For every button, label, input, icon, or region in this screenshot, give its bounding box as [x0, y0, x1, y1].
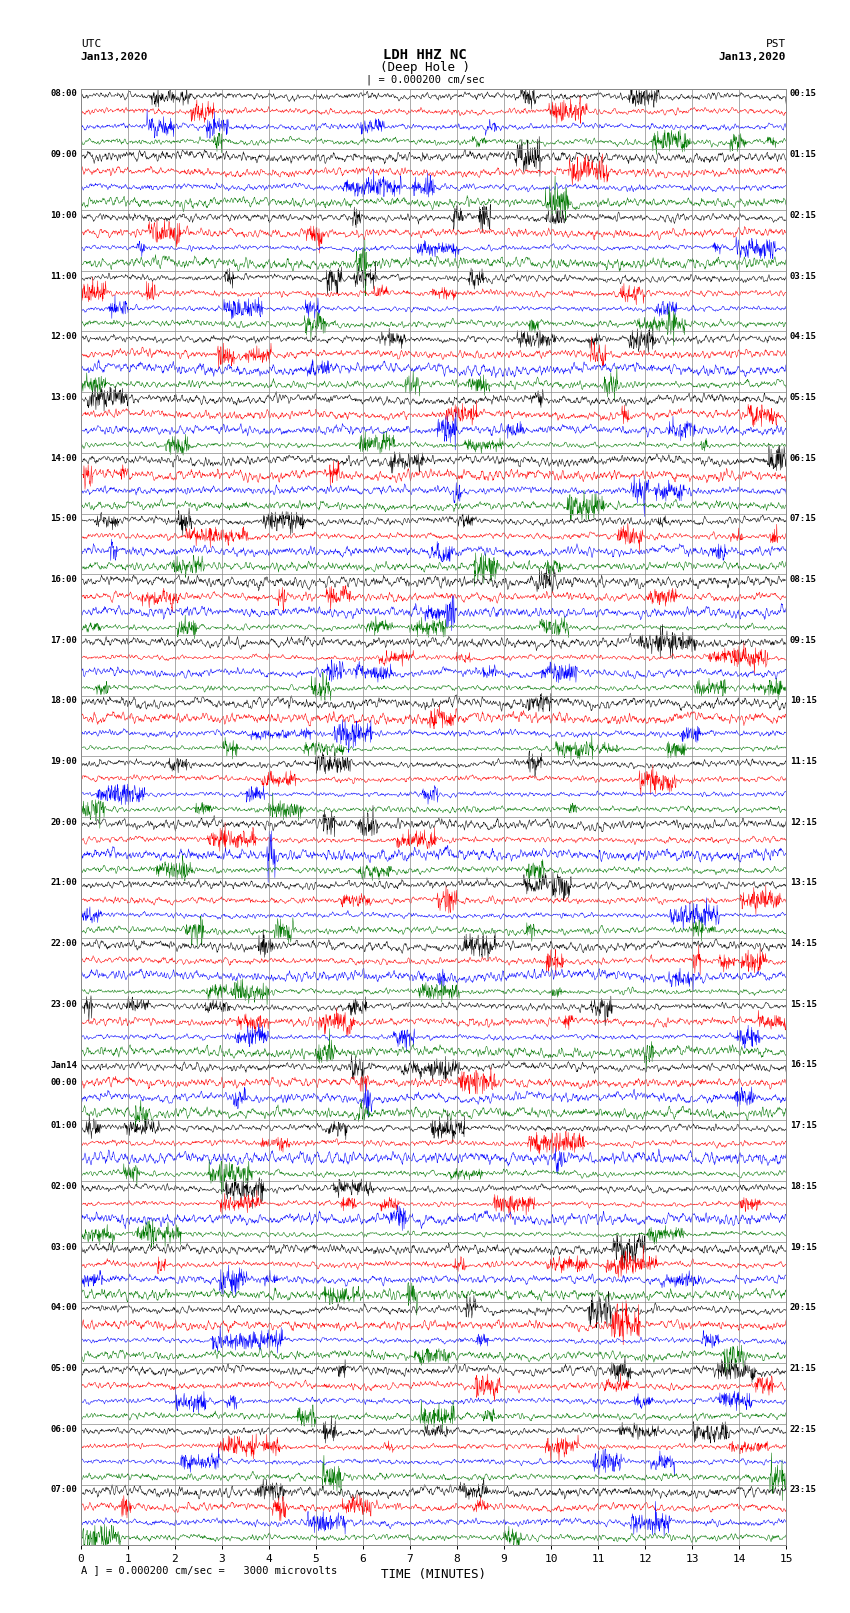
Text: 19:15: 19:15	[790, 1242, 817, 1252]
Text: 10:00: 10:00	[50, 211, 77, 219]
Text: 20:00: 20:00	[50, 818, 77, 827]
Text: 04:15: 04:15	[790, 332, 817, 342]
Text: 10:15: 10:15	[790, 697, 817, 705]
Text: 00:00: 00:00	[50, 1077, 77, 1087]
Text: 00:15: 00:15	[790, 89, 817, 98]
Text: 15:00: 15:00	[50, 515, 77, 523]
Text: 19:00: 19:00	[50, 756, 77, 766]
Text: Jan14: Jan14	[50, 1061, 77, 1071]
Text: 01:00: 01:00	[50, 1121, 77, 1131]
Text: 21:00: 21:00	[50, 879, 77, 887]
Text: 02:15: 02:15	[790, 211, 817, 219]
Text: Jan13,2020: Jan13,2020	[81, 52, 148, 61]
Text: 22:15: 22:15	[790, 1424, 817, 1434]
Text: 16:15: 16:15	[790, 1060, 817, 1069]
Text: 22:00: 22:00	[50, 939, 77, 948]
Text: 09:15: 09:15	[790, 636, 817, 645]
Text: 23:00: 23:00	[50, 1000, 77, 1008]
Text: 12:15: 12:15	[790, 818, 817, 827]
Text: (Deep Hole ): (Deep Hole )	[380, 61, 470, 74]
Text: 18:00: 18:00	[50, 697, 77, 705]
Text: 03:00: 03:00	[50, 1242, 77, 1252]
Text: 14:15: 14:15	[790, 939, 817, 948]
Text: 01:15: 01:15	[790, 150, 817, 160]
Text: 06:15: 06:15	[790, 453, 817, 463]
Text: 13:15: 13:15	[790, 879, 817, 887]
Text: LDH HHZ NC: LDH HHZ NC	[383, 48, 467, 63]
Text: 17:00: 17:00	[50, 636, 77, 645]
X-axis label: TIME (MINUTES): TIME (MINUTES)	[381, 1568, 486, 1581]
Text: 18:15: 18:15	[790, 1182, 817, 1190]
Text: PST: PST	[766, 39, 786, 48]
Text: 02:00: 02:00	[50, 1182, 77, 1190]
Text: | = 0.000200 cm/sec: | = 0.000200 cm/sec	[366, 74, 484, 85]
Text: 12:00: 12:00	[50, 332, 77, 342]
Text: 23:15: 23:15	[790, 1486, 817, 1494]
Text: 05:15: 05:15	[790, 394, 817, 402]
Text: 03:15: 03:15	[790, 271, 817, 281]
Text: 09:00: 09:00	[50, 150, 77, 160]
Text: 21:15: 21:15	[790, 1365, 817, 1373]
Text: 11:00: 11:00	[50, 271, 77, 281]
Text: 16:00: 16:00	[50, 574, 77, 584]
Text: Jan13,2020: Jan13,2020	[719, 52, 786, 61]
Text: A ] = 0.000200 cm/sec =   3000 microvolts: A ] = 0.000200 cm/sec = 3000 microvolts	[81, 1565, 337, 1574]
Text: 08:15: 08:15	[790, 574, 817, 584]
Text: 13:00: 13:00	[50, 394, 77, 402]
Text: 14:00: 14:00	[50, 453, 77, 463]
Text: 17:15: 17:15	[790, 1121, 817, 1131]
Text: 07:00: 07:00	[50, 1486, 77, 1494]
Text: 15:15: 15:15	[790, 1000, 817, 1008]
Text: 08:00: 08:00	[50, 89, 77, 98]
Text: 04:00: 04:00	[50, 1303, 77, 1313]
Text: UTC: UTC	[81, 39, 101, 48]
Text: 11:15: 11:15	[790, 756, 817, 766]
Text: 07:15: 07:15	[790, 515, 817, 523]
Text: 06:00: 06:00	[50, 1424, 77, 1434]
Text: 20:15: 20:15	[790, 1303, 817, 1313]
Text: 05:00: 05:00	[50, 1365, 77, 1373]
